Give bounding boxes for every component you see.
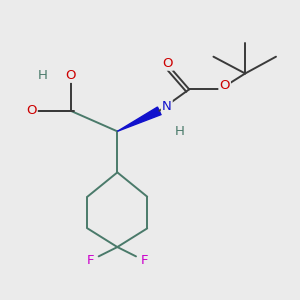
Text: F: F <box>141 254 148 267</box>
Text: O: O <box>163 57 173 70</box>
Text: O: O <box>65 69 76 82</box>
Text: F: F <box>86 254 94 267</box>
Text: O: O <box>219 79 230 92</box>
Text: N: N <box>162 100 172 112</box>
Text: H: H <box>175 125 185 138</box>
Text: O: O <box>26 104 37 117</box>
Polygon shape <box>117 107 161 131</box>
Text: H: H <box>38 69 48 82</box>
